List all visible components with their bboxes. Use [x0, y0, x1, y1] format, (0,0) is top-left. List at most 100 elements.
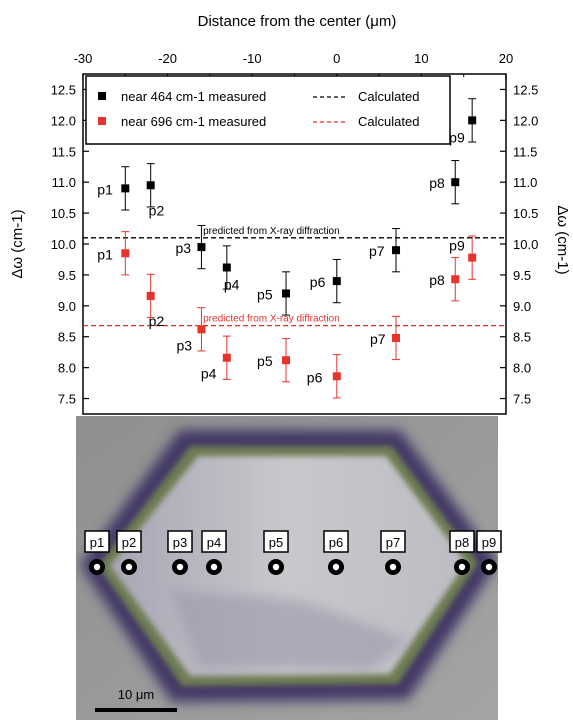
measurement-marker-inner [485, 563, 493, 571]
calculated-line-annotation: predicted from X-ray diffraction [203, 226, 340, 237]
data-point [222, 263, 231, 272]
y-tick-label-left: 9.5 [58, 268, 76, 283]
x-tick-label: -20 [158, 51, 177, 66]
point-label-box [201, 530, 227, 553]
micrograph-point-label: p2 [122, 535, 136, 550]
data-point [451, 275, 460, 284]
calculated-line-annotation: predicted from X-ray diffraction [203, 314, 340, 325]
legend: near 464 cm-1 measured Calculated near 6… [85, 75, 451, 145]
measurement-marker-inner [176, 563, 184, 571]
point-label: p5 [257, 286, 273, 302]
data-point [332, 277, 341, 286]
data-point [451, 178, 460, 187]
micrograph-point-label: p4 [207, 535, 221, 550]
point-label-box [84, 530, 110, 553]
y-tick-label-right: 11.0 [513, 175, 537, 190]
data-point [121, 184, 130, 193]
data-point [282, 289, 291, 298]
point-label: p2 [149, 202, 165, 218]
y-tick-label-right: 8.0 [513, 361, 531, 376]
y-tick-label-right: 11.5 [513, 144, 537, 159]
y-tick-label-left: 11.0 [52, 175, 76, 190]
x-tick-label: 10 [414, 51, 428, 66]
y-tick-label-right: 9.0 [513, 299, 531, 314]
y-tick-label-left: 12.5 [51, 82, 76, 97]
x-tick-label: -10 [243, 51, 262, 66]
point-label: p4 [201, 366, 217, 382]
y-tick-label-right: 8.5 [513, 330, 531, 345]
point-label-box [323, 530, 349, 553]
measurement-marker-inner [272, 563, 280, 571]
point-label-box [263, 530, 289, 553]
point-label-box [449, 530, 475, 553]
legend-marker-black [98, 92, 106, 100]
point-label: p8 [429, 272, 445, 288]
data-point [197, 325, 206, 334]
point-label: p9 [449, 238, 465, 254]
point-label: p1 [97, 246, 113, 262]
x-tick-label: -30 [74, 51, 93, 66]
legend-label-calc-black: Calculated [358, 89, 419, 104]
point-label: p8 [429, 175, 445, 191]
data-point [146, 181, 155, 190]
data-point [468, 253, 477, 262]
point-label: p2 [149, 313, 165, 329]
y-tick-label-left: 11.5 [52, 144, 76, 159]
data-point [332, 372, 341, 381]
point-label-box [116, 530, 142, 553]
point-label: p7 [369, 243, 385, 259]
y-tick-label-right: 10.5 [513, 206, 538, 221]
micrograph-point-label: p6 [329, 535, 343, 550]
chart-area: -30 -20 -10 0 10 20 7.5 7.5 8.0 8.0 8.5 8.5 9.0 9.0 9.… [9, 51, 571, 415]
legend-label-464: near 464 cm-1 measured [121, 89, 266, 104]
y-tick-label-left: 10.5 [51, 206, 76, 221]
measurement-marker-inner [125, 563, 133, 571]
y-tick-label-left: 8.5 [58, 330, 76, 345]
scale-bar-label: 10 μm [118, 687, 154, 702]
y-tick-label-right: 12.0 [513, 113, 538, 128]
legend-label-696: near 696 cm-1 measured [121, 114, 266, 129]
y-tick-label-right: 12.5 [513, 82, 538, 97]
point-label: p7 [370, 331, 386, 347]
x-tick-label: 20 [499, 51, 513, 66]
point-label: p9 [449, 129, 465, 145]
y-tick-label-left: 8.0 [58, 361, 76, 376]
data-point [222, 353, 231, 362]
scale-bar: 10 μm [95, 687, 177, 712]
point-label: p6 [307, 369, 323, 385]
micrograph-point-label: p1 [90, 535, 104, 550]
micrograph-point-label: p8 [455, 535, 469, 550]
micrograph: p1 p2 p3 p4 p5 p6 p7 p8 p9 10 μm [76, 416, 502, 720]
legend-marker-red [98, 117, 106, 125]
point-label: p3 [175, 240, 191, 256]
measurement-marker-inner [93, 563, 101, 571]
point-label-box [167, 530, 193, 553]
y-tick-label-left: 10.0 [51, 237, 76, 252]
point-label: p6 [310, 274, 326, 290]
data-point [121, 249, 130, 258]
point-label: p3 [176, 337, 192, 353]
y-tick-label-left: 7.5 [58, 392, 76, 407]
data-point [468, 116, 477, 125]
measurement-points: p1 p2 p3 p4 p5 p6 p7 p8 p9 [84, 530, 502, 575]
micrograph-point-label: p7 [386, 535, 400, 550]
y-tick-label-right: 9.5 [513, 268, 531, 283]
y-tick-label-right: 10.0 [513, 237, 538, 252]
point-label: p1 [97, 181, 113, 197]
x-tick-label: 0 [333, 51, 340, 66]
point-label-box [380, 530, 406, 553]
crystal-shade [170, 590, 410, 670]
data-point [282, 356, 291, 365]
micrograph-point-label: p9 [482, 535, 496, 550]
calculated-lines: predicted from X-ray diffraction predicte… [83, 226, 506, 327]
data-point [392, 246, 401, 255]
micrograph-point-label: p5 [269, 535, 283, 550]
legend-box [85, 75, 451, 145]
measurement-marker-inner [389, 563, 397, 571]
data-point [197, 243, 206, 252]
top-axis-title: Distance from the center (μm) [198, 13, 397, 30]
data-point [146, 291, 155, 300]
y-axis-title-right: Δω (cm-1) [554, 205, 571, 274]
y-axis-title-left: Δω (cm-1) [9, 209, 26, 278]
